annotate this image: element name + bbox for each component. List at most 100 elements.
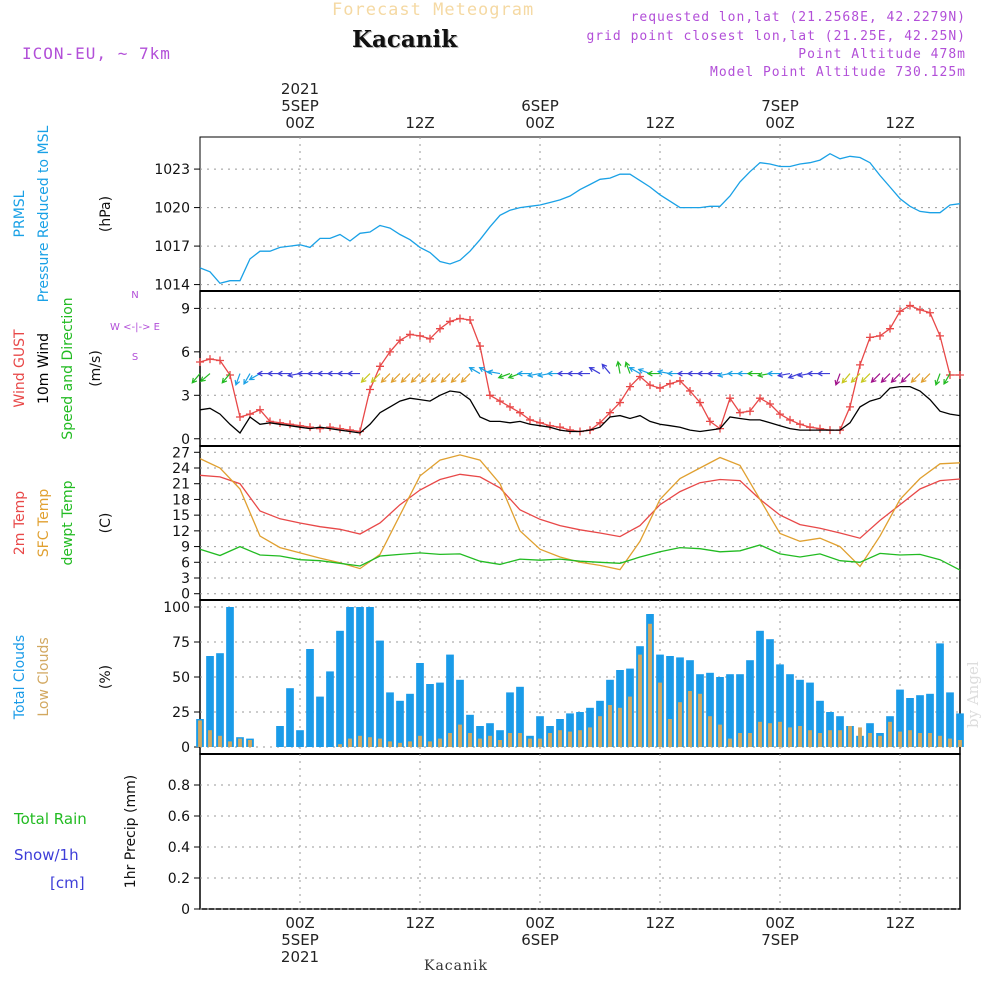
gust-marker [356,427,364,436]
low-cloud-bar [838,730,842,747]
total-cloud-bar [776,664,784,747]
low-cloud-bar [718,724,722,747]
gust-marker [846,402,854,411]
y-tick-label: 21 [172,477,190,493]
top-axis-label: 5SEP [281,97,319,115]
gust-marker [926,308,934,317]
total-cloud-bar [456,679,464,747]
total-cloud-bar [406,693,414,747]
low-cloud-bar [458,724,462,747]
total-cloud-bar [396,700,404,747]
gust-marker [346,426,354,435]
low-cloud-bar [438,738,442,747]
wind-arrow [934,373,941,387]
gust-marker [726,394,734,403]
total-cloud-bar [746,660,754,747]
panel-label: Low Clouds [36,637,52,716]
wind-arrow [497,373,511,380]
gust-marker [466,315,474,324]
total-cloud-bar [206,656,214,747]
low-cloud-bar [648,623,652,747]
low-cloud-bar [608,705,612,747]
total-cloud-bar [806,682,814,747]
y-tick-label: 0 [181,587,190,603]
wind-arrow [628,366,641,375]
gust-marker [416,331,424,340]
wind-arrow [370,373,381,383]
y-tick-label: 0 [181,740,190,756]
panel-precip: 0 0.2 0.4 0.6 0.8 1hr Precip (mm) Total Rain Sn… [13,753,961,918]
total-cloud-bar [376,640,384,747]
bottom-axis-label: 6SEP [521,931,559,949]
low-cloud-bar [348,738,352,747]
bottom-axis-label: 00Z [285,914,314,932]
y-tick-label: 24 [172,461,190,477]
total-cloud-bar [296,730,304,747]
y-tick-label: 12 [172,524,190,540]
total-cloud-bar [936,643,944,747]
gust-marker [626,382,634,391]
wind-arrow [468,366,481,375]
wind-arrow [410,373,421,383]
panel-frame [199,136,961,292]
y-tick-label: 0.2 [168,871,190,887]
total-cloud-bar [496,730,504,747]
panel-label: 2m Temp [12,491,28,555]
gust-marker [856,360,864,369]
low-cloud-bar [848,726,852,747]
low-cloud-bar [658,682,662,747]
low-cloud-bar [418,735,422,747]
total-cloud-bar [476,726,484,747]
wind-arrow [890,373,901,383]
low-cloud-bar [478,738,482,747]
total-cloud-bar [756,630,764,747]
y-tick-label: 9 [181,301,190,317]
total-cloud-bar [446,654,454,747]
gust-marker [916,305,924,314]
unit-label: 1hr Precip (mm) [123,775,139,888]
gust-marker [426,334,434,343]
panel-pressure: 1014 1017 1020 1023 PRMSL Pressure Reduced to… [12,125,961,302]
bottom-axis-label: 12Z [885,914,914,932]
gust-marker [816,424,824,433]
total-cloud-bar [516,686,524,747]
low-cloud-bar [938,735,942,747]
low-cloud-bar [558,730,562,747]
low-cloud-bar [708,716,712,747]
wind-arrow [920,373,931,383]
top-axis-label: 00Z [285,114,314,132]
gust-marker [526,415,534,424]
wind-arrow [390,373,401,383]
wind-arrow [870,373,881,383]
low-cloud-bar [928,733,932,747]
panel-label: Total Clouds [12,635,28,720]
requested-coords: requested lon,lat (21.2568E, 42.2279N) [630,10,966,25]
low-cloud-bar [518,733,522,747]
total-cloud-bar [226,607,234,747]
y-tick-label: 9 [181,540,190,556]
compass-label: N [131,290,138,301]
gust-marker [756,394,764,403]
wind-arrow [588,366,601,375]
unit-label: (%) [98,665,114,689]
wind-arrow [900,373,911,383]
total-cloud-bar [506,692,514,747]
total-cloud-bar [566,713,574,747]
wind-arrow [486,369,501,376]
low-cloud-bar [338,744,342,747]
low-cloud-bar [548,733,552,747]
gust-marker [226,371,234,380]
low-cloud-bar [488,735,492,747]
total-cloud-bar [726,674,734,747]
bottom-axis-label: 00Z [765,914,794,932]
wind-arrow [276,370,290,377]
gust-marker [596,418,604,427]
model-name: ICON-EU, ~ 7km [22,44,171,63]
low-cloud-bar [828,730,832,747]
wind-arrow [420,373,431,383]
y-tick-label: 25 [172,705,190,721]
low-cloud-bar [798,726,802,747]
y-tick-label: 15 [172,508,190,524]
